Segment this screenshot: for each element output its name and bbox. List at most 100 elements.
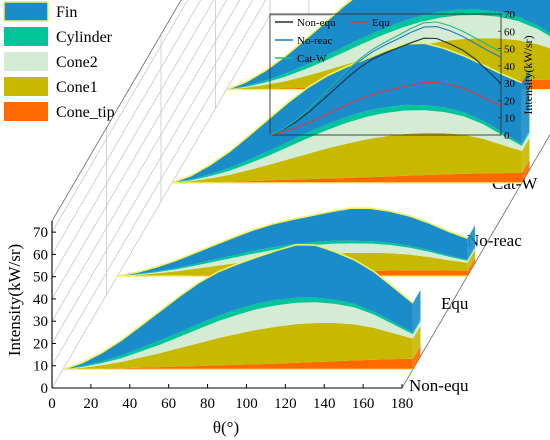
area-Cat-W-Fin <box>226 0 550 90</box>
area-Non-equ-Cone2 <box>62 302 413 370</box>
inset-y-tick-label-20: 20 <box>504 95 516 107</box>
area-Equ-Cone2 <box>117 243 468 277</box>
case-label-Equ: Equ <box>441 294 469 313</box>
area-Cat-W-Cylinder <box>226 9 550 90</box>
inset-line-Non-equ <box>269 37 502 136</box>
side-Non-equ-Cone_tip <box>412 345 421 370</box>
y-tick-label-30: 30 <box>33 314 48 330</box>
area-No-reac-Cylinder <box>171 104 522 183</box>
area-Non-equ-Cone_tip <box>62 358 413 370</box>
side-No-reac-Fin <box>521 69 530 144</box>
area-No-reac-Cone_tip <box>171 172 522 183</box>
inset-y-tick-label-30: 30 <box>504 78 516 90</box>
legend-label-Fin: Fin <box>56 4 77 21</box>
inset-legend-label-No-reac: No-reac <box>297 35 333 47</box>
side-Equ-Cone_tip <box>467 257 475 277</box>
inset-y-tick-label-0: 0 <box>504 130 510 142</box>
side-No-reac-Cone1 <box>521 138 530 173</box>
area-Non-equ-Cylinder <box>62 297 413 370</box>
legend-swatch-Cone1 <box>4 77 48 96</box>
x-tick-label-80: 80 <box>200 396 215 412</box>
side-No-reac-Cone_tip <box>521 159 530 183</box>
y-tick-label-20: 20 <box>33 336 48 352</box>
side-No-reac-Cylinder <box>521 130 530 146</box>
y-tick-label-40: 40 <box>33 292 48 308</box>
y-tick-label-60: 60 <box>33 247 48 263</box>
grid-line-y-40 <box>51 0 228 300</box>
area-Non-equ-Fin <box>62 244 413 370</box>
inset-legend-label-Equ: Equ <box>372 17 390 29</box>
y-tick-label-50: 50 <box>33 270 48 286</box>
wall-top-edge <box>51 0 182 222</box>
area-Non-equ-Cone1 <box>62 323 413 370</box>
total-line-Non-equ <box>62 243 414 371</box>
case-label-No-reac: No-reac <box>467 231 522 250</box>
total-line-Equ <box>117 207 468 277</box>
inset-y-tick-label-60: 60 <box>504 26 516 38</box>
y-axis-title: Intensity(kW/sr) <box>5 244 24 356</box>
x-tick-label-140: 140 <box>313 396 336 412</box>
side-Equ-Cone2 <box>467 247 475 263</box>
total-line-Cat-W <box>226 0 353 91</box>
inset-chart: 0 10 20 30 40 50 60 70 Intensity(kW/sr) Non-equ Eq… <box>269 9 535 142</box>
inset-line-Equ <box>269 81 502 136</box>
y-tick-label-0: 0 <box>41 381 49 397</box>
inset-y-tick-label-40: 40 <box>504 61 516 73</box>
legend-swatch-Cylinder <box>4 27 48 46</box>
area-No-reac-Fin <box>171 43 522 183</box>
inset-line-Cat-W <box>269 21 502 136</box>
y-tick-label-70: 70 <box>33 225 48 241</box>
side-Non-equ-Cone1 <box>412 325 421 359</box>
inset-y-tick-label-10: 10 <box>504 113 516 125</box>
grid-line-y-20 <box>51 0 254 344</box>
slab-No-reac: No-reac <box>171 42 530 250</box>
x-tick-label-40: 40 <box>122 396 137 412</box>
x-tick-label-120: 120 <box>274 396 297 412</box>
side-Non-equ-Cylinder <box>412 319 421 335</box>
side-No-reac-Cone2 <box>521 132 530 151</box>
inset-line-No-reac <box>269 26 502 136</box>
legend-swatch-Cone_tip <box>4 102 48 121</box>
inset-legend-label-Non-equ: Non-equ <box>297 17 336 29</box>
total-line-No-reac <box>171 42 523 184</box>
x-axis-title: θ(°) <box>213 418 239 437</box>
stacked-area-slabs: Cat-W No-reac Equ Non-equ <box>62 0 550 395</box>
grid-line-y-50 <box>51 0 215 277</box>
grid-line-y-60 <box>51 0 202 255</box>
inset-y-tick-label-70: 70 <box>504 9 516 21</box>
slab-Non-equ: Non-equ <box>62 243 469 395</box>
side-Non-equ-Cone2 <box>412 321 421 339</box>
inset-y-tick-label-50: 50 <box>504 44 516 56</box>
legend-label-Cone_tip: Cone_tip <box>56 104 115 121</box>
grid-line-y-10 <box>51 0 267 366</box>
x-tick-label-100: 100 <box>235 396 258 412</box>
area-No-reac-Cone1 <box>171 132 522 183</box>
legend-swatch-Fin <box>3 1 49 22</box>
x-tick-label-20: 20 <box>83 396 98 412</box>
x-tick-label-180: 180 <box>391 396 414 412</box>
side-Equ-Fin <box>467 225 475 260</box>
area-No-reac-Cone2 <box>171 110 522 183</box>
legend-label-Cylinder: Cylinder <box>56 29 113 46</box>
area-Equ-Cylinder <box>117 240 468 277</box>
legend-label-Cone1: Cone1 <box>56 79 98 96</box>
y-tick-label-10: 10 <box>33 359 48 375</box>
legend: Fin Cylinder Cone2 Cone1 Cone_tip <box>3 1 115 121</box>
legend-label-Cone2: Cone2 <box>56 54 98 71</box>
side-Equ-Cone1 <box>467 249 475 271</box>
inset-legend-label-Cat-W: Cat-W <box>297 53 327 65</box>
grid-line-y-70 <box>51 0 189 233</box>
floor-right-edge <box>401 133 550 389</box>
inset-frame <box>269 13 502 136</box>
legend-swatch-Cone2 <box>4 52 48 71</box>
side-Non-equ-Fin <box>412 289 421 333</box>
area-Equ-Fin <box>117 208 468 277</box>
side-Equ-Cylinder <box>467 246 475 261</box>
grid-line-y-30 <box>51 0 241 322</box>
case-label-Non-equ: Non-equ <box>409 376 469 395</box>
x-tick-label-160: 160 <box>352 396 375 412</box>
inset-y-axis-title: Intensity(kW/sr) <box>521 35 535 114</box>
x-tick-label-0: 0 <box>48 396 56 412</box>
axes: 0 20 40 60 80 100 120 140 160 180 0 10 20 30 40 50 60 70 θ… <box>5 221 413 437</box>
